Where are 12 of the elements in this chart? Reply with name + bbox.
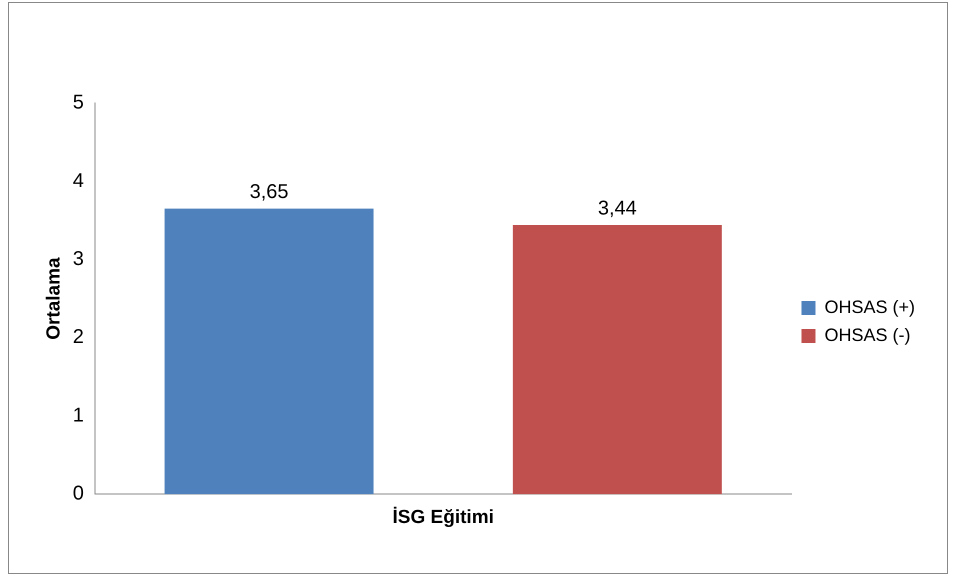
data-label: 3,44 — [598, 198, 637, 220]
legend-label: OHSAS (+) — [824, 296, 916, 317]
y-axis-title: Ortalama — [44, 256, 65, 340]
y-tick-label: 2 — [72, 326, 84, 348]
x-tick-label: İSG Eğitimi — [392, 506, 494, 528]
y-tick-label: 3 — [72, 248, 84, 270]
data-label: 3,65 — [250, 181, 289, 204]
y-tick-label: 5 — [72, 92, 84, 114]
y-tick-label: 1 — [72, 404, 84, 426]
legend-label: OHSAS (-) — [824, 324, 910, 345]
y-tick-label: 4 — [72, 170, 84, 192]
y-tick-label: 0 — [72, 482, 84, 505]
